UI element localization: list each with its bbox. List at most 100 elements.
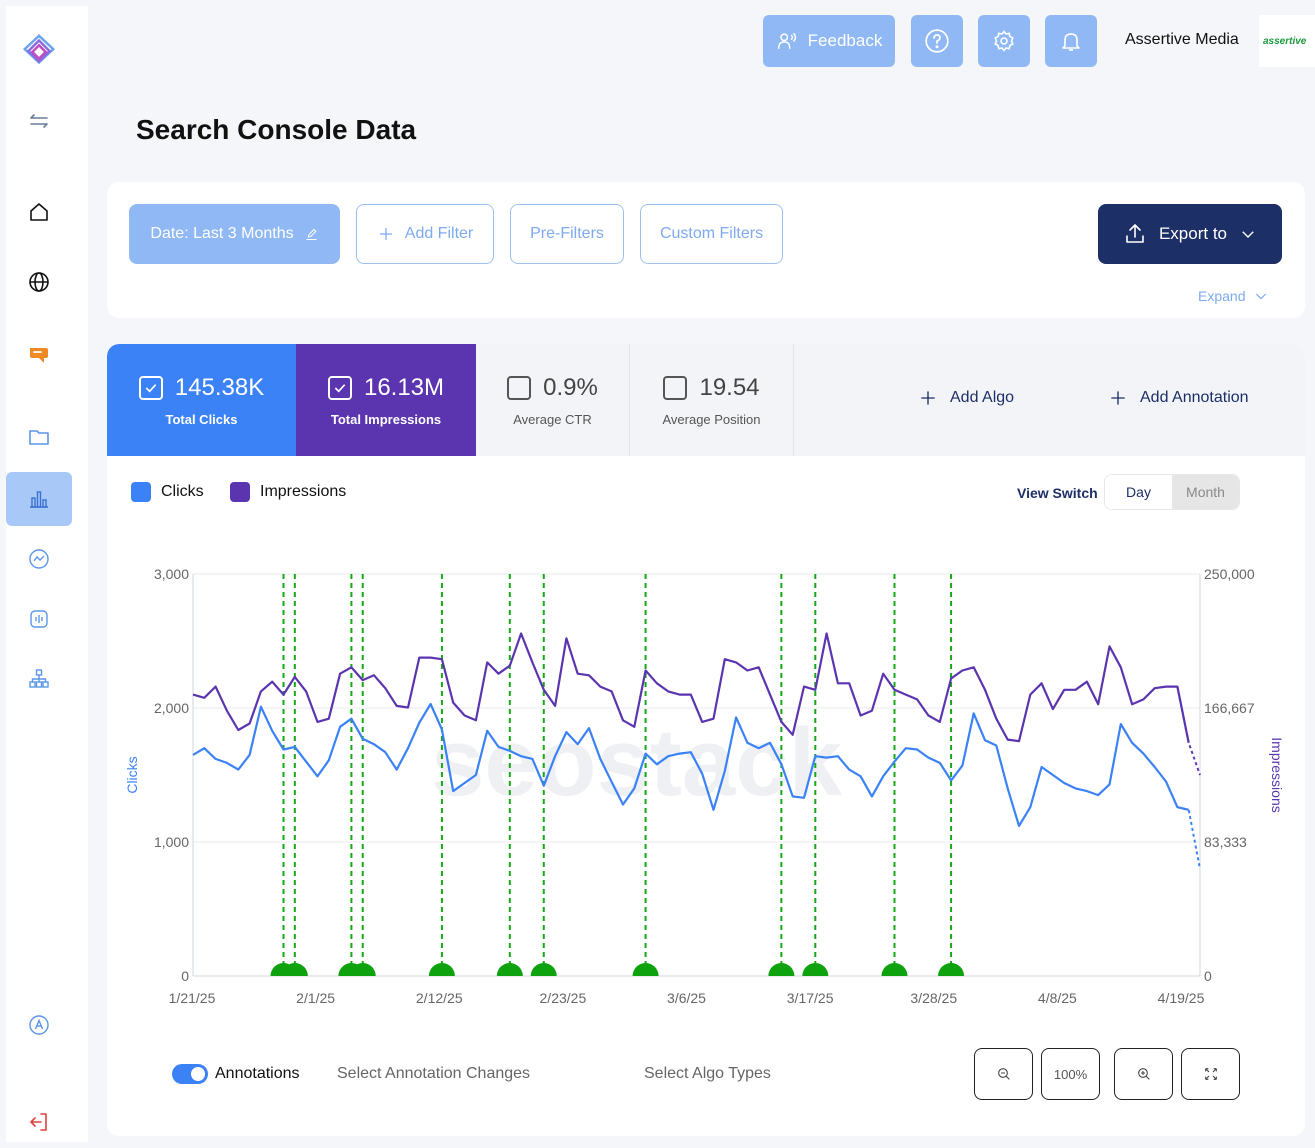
metric-label: Average CTR <box>513 411 592 427</box>
annotation-marker <box>281 963 308 976</box>
annotation-marker <box>530 963 557 976</box>
watermark-text: seostack <box>431 709 843 816</box>
metric-average-ctr[interactable]: 0.9% Average CTR <box>476 344 630 456</box>
x-tick-label: 4/19/25 <box>1158 990 1205 1006</box>
company-logo: assertive <box>1259 15 1315 67</box>
zoom-reset-button[interactable]: 100% <box>1041 1048 1100 1100</box>
annotations-label: Annotations <box>215 1065 300 1082</box>
y-tick-label: 0 <box>181 968 189 984</box>
view-day-option[interactable]: Day <box>1105 475 1172 509</box>
y-tick-label: 2,000 <box>154 700 189 716</box>
legend-label: Clicks <box>161 483 204 500</box>
y2-tick-label: 83,333 <box>1204 834 1247 850</box>
metric-label: Total Clicks <box>165 411 238 427</box>
view-month-option[interactable]: Month <box>1172 475 1239 509</box>
x-tick-label: 3/6/25 <box>667 990 706 1006</box>
bell-icon <box>1062 33 1080 51</box>
globe-icon[interactable] <box>6 255 72 309</box>
legend-label: Impressions <box>260 483 347 500</box>
gear-icon <box>994 30 1014 52</box>
feedback-button[interactable]: Feedback <box>763 15 895 67</box>
metric-total-impressions[interactable]: 16.13M Total Impressions <box>296 344 476 456</box>
x-tick-label: 2/1/25 <box>296 990 335 1006</box>
export-button[interactable]: Export to <box>1098 204 1282 264</box>
annotation-marker <box>802 963 829 976</box>
custom-filters-button[interactable]: Custom Filters <box>640 204 783 264</box>
pre-filters-button[interactable]: Pre-Filters <box>510 204 624 264</box>
add-filter-button[interactable]: Add Filter <box>356 204 494 264</box>
metric-value: 19.54 <box>699 373 760 401</box>
y-axis-title: Clicks <box>124 756 140 793</box>
zoom-in-button[interactable] <box>1114 1048 1173 1100</box>
checkbox-unchecked-icon[interactable] <box>663 375 688 400</box>
y2-tick-label: 166,667 <box>1204 700 1255 716</box>
checkbox-checked-icon[interactable] <box>138 375 163 400</box>
x-tick-label: 3/17/25 <box>787 990 834 1006</box>
folder-icon[interactable] <box>6 410 72 464</box>
page-title: Search Console Data <box>136 114 417 145</box>
robot-icon[interactable] <box>6 592 72 646</box>
checkbox-checked-icon[interactable] <box>327 375 352 400</box>
trend-chart-icon[interactable] <box>6 532 72 586</box>
x-tick-label: 3/28/25 <box>910 990 957 1006</box>
zoom-out-button[interactable] <box>974 1048 1033 1100</box>
series-forecast-clicks <box>1177 806 1201 869</box>
filter-panel: Date: Last 3 Months Add Filter Pre-Filte… <box>107 182 1305 318</box>
feedback-icon <box>777 32 796 50</box>
x-tick-label: 2/23/25 <box>540 990 587 1006</box>
chevron-down-icon <box>1242 231 1254 238</box>
pre-filters-label: Pre-Filters <box>530 225 604 242</box>
home-icon[interactable] <box>6 185 72 239</box>
checkbox-unchecked-icon[interactable] <box>507 375 532 400</box>
chart-controls: Annotations Select Annotation Changes Se… <box>107 1044 1305 1104</box>
add-filter-label: Add Filter <box>404 225 474 242</box>
bar-chart-icon[interactable] <box>6 472 72 526</box>
legend-item-clicks[interactable]: Clicks <box>131 482 204 502</box>
x-tick-label: 2/12/25 <box>416 990 463 1006</box>
expand-toggle[interactable]: Expand <box>1198 288 1269 304</box>
chart-panel: 145.38K Total Clicks 16.13M Total Impres… <box>107 344 1305 1136</box>
metric-label: Total Impressions <box>330 411 442 427</box>
annotation-marker <box>632 963 659 976</box>
hierarchy-icon[interactable] <box>6 652 72 706</box>
accessibility-icon[interactable] <box>6 998 72 1052</box>
annotation-marker <box>428 963 455 976</box>
y-tick-label: 3,000 <box>154 566 189 582</box>
fullscreen-button[interactable] <box>1181 1048 1240 1100</box>
add-annotation-button[interactable]: Add Annotation <box>1108 388 1249 408</box>
series-forecast-impressions <box>1176 686 1201 776</box>
chat-icon[interactable] <box>6 328 72 382</box>
plus-icon <box>379 228 392 240</box>
select-annotation-changes-dropdown[interactable]: Select Annotation Changes <box>337 1065 531 1082</box>
view-switch: Day Month <box>1104 474 1240 510</box>
add-annotation-label: Add Annotation <box>1140 389 1249 406</box>
metric-total-clicks[interactable]: 145.38K Total Clicks <box>107 344 296 456</box>
annotation-marker <box>349 963 376 976</box>
legend-item-impressions[interactable]: Impressions <box>230 482 346 502</box>
y-tick-label: 1,000 <box>154 834 189 850</box>
notifications-button[interactable] <box>1045 15 1097 67</box>
metric-label: Average Position <box>662 411 761 427</box>
legend-swatch <box>131 482 151 502</box>
logo-icon[interactable] <box>6 24 72 78</box>
company-name[interactable]: Assertive Media <box>1125 31 1239 48</box>
expand-arrows-icon <box>1204 1068 1217 1080</box>
pencil-icon <box>306 228 317 240</box>
top-bar: Feedback Assertive Media assertive <box>88 6 1315 76</box>
select-algo-types-dropdown[interactable]: Select Algo Types <box>644 1065 771 1082</box>
logout-icon[interactable] <box>6 1095 72 1148</box>
performance-chart[interactable]: seostack 0 0 1,000 83,333 2,000 166,667 3,000 25… <box>107 544 1305 1014</box>
date-range-button[interactable]: Date: Last 3 Months <box>129 204 340 264</box>
annotation-marker <box>938 963 965 976</box>
x-tick-label: 4/8/25 <box>1038 990 1077 1006</box>
metric-value: 0.9% <box>543 373 598 401</box>
metric-average-position[interactable]: 19.54 Average Position <box>630 344 794 456</box>
feedback-label: Feedback <box>807 31 883 50</box>
plus-icon <box>921 391 935 405</box>
annotations-toggle[interactable] <box>172 1064 208 1084</box>
settings-button[interactable] <box>978 15 1030 67</box>
y2-tick-label: 250,000 <box>1204 566 1255 582</box>
help-button[interactable] <box>911 15 963 67</box>
add-algo-button[interactable]: Add Algo <box>918 388 1014 408</box>
collapse-toggle-icon[interactable] <box>6 94 72 148</box>
